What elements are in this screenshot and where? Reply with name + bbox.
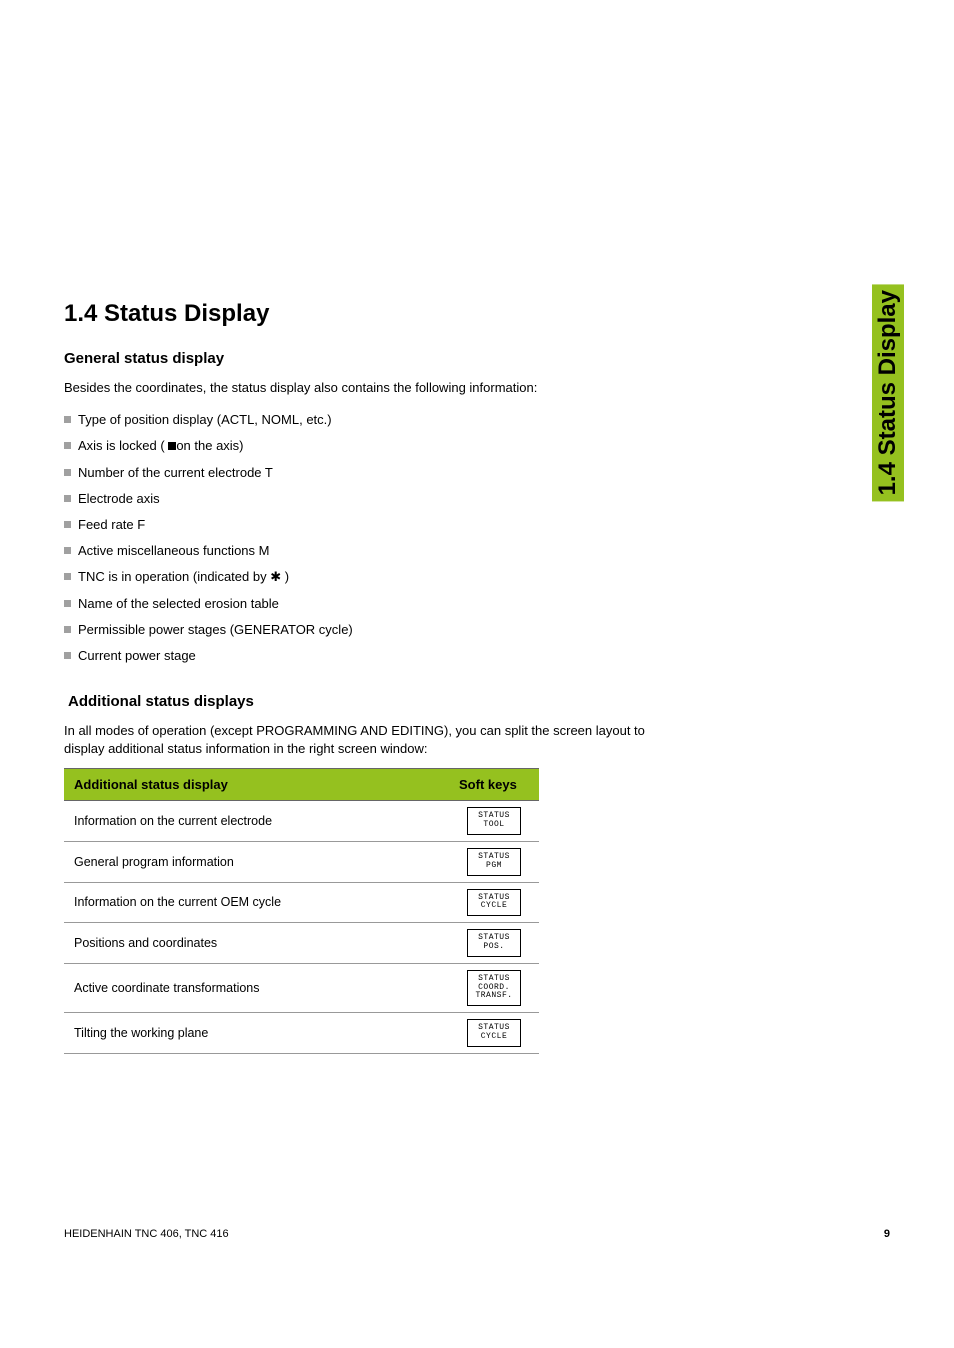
page-content: 1.4 Status Display General status displa…: [64, 300, 664, 1054]
list-item: Number of the current electrode T: [64, 460, 664, 486]
table-row: Positions and coordinates STATUSPOS.: [64, 923, 539, 964]
table-header-row: Additional status display Soft keys: [64, 769, 539, 801]
status-table: Additional status display Soft keys Info…: [64, 768, 539, 1053]
table-row: Information on the current OEM cycle STAT…: [64, 882, 539, 923]
softkey-button[interactable]: STATUSCYCLE: [467, 1019, 521, 1047]
page-footer: HEIDENHAIN TNC 406, TNC 416 9: [64, 1228, 890, 1240]
list-item: Type of position display (ACTL, NOML, et…: [64, 407, 664, 433]
list-text-post: ): [281, 569, 289, 584]
table-row: General program information STATUSPGM: [64, 842, 539, 883]
subheading-general: General status display: [64, 350, 664, 367]
table-cell-label: Positions and coordinates: [64, 923, 449, 964]
list-text-pre: Axis is locked (: [78, 438, 168, 453]
list-item: Active miscellaneous functions M: [64, 538, 664, 564]
table-cell-softkey: STATUSCYCLE: [449, 1013, 539, 1054]
intro-general: Besides the coordinates, the status disp…: [64, 379, 664, 397]
softkey-button[interactable]: STATUSPOS.: [467, 929, 521, 957]
list-item: Name of the selected erosion table: [64, 591, 664, 617]
list-item: TNC is in operation (indicated by ✱ ): [64, 564, 664, 590]
table-cell-label: Information on the current electrode: [64, 801, 449, 842]
table-cell-softkey: STATUSTOOL: [449, 801, 539, 842]
table-cell-softkey: STATUSPOS.: [449, 923, 539, 964]
table-row: Active coordinate transformations STATUSC…: [64, 963, 539, 1012]
list-item: Electrode axis: [64, 486, 664, 512]
asterisk-icon: ✱: [270, 569, 281, 584]
table-cell-softkey: STATUSPGM: [449, 842, 539, 883]
table-cell-softkey: STATUSCOORD.TRANSF.: [449, 963, 539, 1012]
list-text-pre: TNC is in operation (indicated by: [78, 569, 270, 584]
general-bullet-list: Type of position display (ACTL, NOML, et…: [64, 407, 664, 669]
table-header-label: Additional status display: [64, 769, 449, 801]
softkey-button[interactable]: STATUSCOORD.TRANSF.: [467, 970, 521, 1006]
softkey-button[interactable]: STATUSCYCLE: [467, 889, 521, 917]
softkey-button[interactable]: STATUSTOOL: [467, 807, 521, 835]
table-cell-label: Active coordinate transformations: [64, 963, 449, 1012]
list-item: Axis is locked ( on the axis): [64, 433, 664, 459]
subheading-additional: Additional status displays: [64, 693, 664, 710]
list-item: Permissible power stages (GENERATOR cycl…: [64, 617, 664, 643]
table-row: Information on the current electrode STAT…: [64, 801, 539, 842]
table-row: Tilting the working plane STATUSCYCLE: [64, 1013, 539, 1054]
section-heading: 1.4 Status Display: [64, 300, 664, 328]
intro-additional: In all modes of operation (except PROGRA…: [64, 722, 664, 758]
footer-left: HEIDENHAIN TNC 406, TNC 416: [64, 1228, 229, 1240]
page-number: 9: [884, 1228, 890, 1240]
softkey-button[interactable]: STATUSPGM: [467, 848, 521, 876]
list-text-post: on the axis): [176, 438, 243, 453]
table-cell-label: Tilting the working plane: [64, 1013, 449, 1054]
table-cell-label: General program information: [64, 842, 449, 883]
table-cell-label: Information on the current OEM cycle: [64, 882, 449, 923]
list-item: Current power stage: [64, 643, 664, 669]
list-item: Feed rate F: [64, 512, 664, 538]
side-tab: 1.4 Status Display: [872, 284, 904, 501]
table-cell-softkey: STATUSCYCLE: [449, 882, 539, 923]
table-header-softkeys: Soft keys: [449, 769, 539, 801]
